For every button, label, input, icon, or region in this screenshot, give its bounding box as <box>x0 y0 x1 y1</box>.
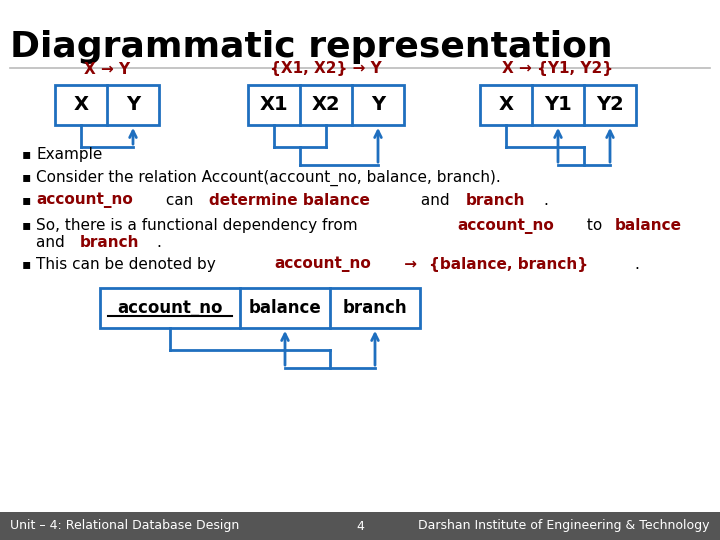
Text: .: . <box>634 257 639 272</box>
Text: ▪: ▪ <box>22 147 32 161</box>
Text: ▪: ▪ <box>22 193 32 207</box>
Text: can: can <box>161 193 198 208</box>
Text: .: . <box>156 235 161 250</box>
Text: Y1: Y1 <box>544 96 572 114</box>
FancyBboxPatch shape <box>248 85 404 125</box>
Text: Y: Y <box>126 96 140 114</box>
Text: {balance, branch}: {balance, branch} <box>429 257 588 272</box>
Text: ▪: ▪ <box>22 257 32 271</box>
Text: Y: Y <box>371 96 385 114</box>
Text: branch: branch <box>343 299 408 317</box>
Text: Consider the relation Account(account_no, balance, branch).: Consider the relation Account(account_no… <box>36 170 500 186</box>
FancyBboxPatch shape <box>0 512 720 540</box>
Text: 4: 4 <box>356 519 364 532</box>
Text: X1: X1 <box>260 96 288 114</box>
Text: Example: Example <box>36 147 102 162</box>
Text: .: . <box>543 193 548 208</box>
Text: This can be denoted by: This can be denoted by <box>36 257 220 272</box>
Text: X → Y: X → Y <box>84 62 130 77</box>
Text: branch: branch <box>79 235 139 250</box>
Text: ▪: ▪ <box>22 170 32 184</box>
Text: Diagrammatic representation: Diagrammatic representation <box>10 30 613 64</box>
Text: ▪: ▪ <box>22 218 32 232</box>
Text: X2: X2 <box>312 96 341 114</box>
FancyBboxPatch shape <box>55 85 159 125</box>
Text: account_no: account_no <box>457 218 554 233</box>
Text: Darshan Institute of Engineering & Technology: Darshan Institute of Engineering & Techn… <box>418 519 710 532</box>
Text: X: X <box>498 96 513 114</box>
FancyBboxPatch shape <box>100 288 420 328</box>
Text: Unit – 4: Relational Database Design: Unit – 4: Relational Database Design <box>10 519 239 532</box>
Text: Y2: Y2 <box>596 96 624 114</box>
Text: determine balance: determine balance <box>209 193 370 208</box>
Text: X: X <box>73 96 89 114</box>
Text: balance: balance <box>248 299 321 317</box>
Text: to: to <box>582 218 607 233</box>
Text: {X1, X2} → Y: {X1, X2} → Y <box>270 62 382 77</box>
FancyBboxPatch shape <box>480 85 636 125</box>
Text: balance: balance <box>615 218 682 233</box>
Text: branch: branch <box>466 193 526 208</box>
Text: account_no: account_no <box>274 257 371 273</box>
Text: X → {Y1, Y2}: X → {Y1, Y2} <box>503 62 613 77</box>
Text: So, there is a functional dependency from: So, there is a functional dependency fro… <box>36 218 362 233</box>
Text: account_no: account_no <box>117 299 222 317</box>
Text: and: and <box>36 235 70 250</box>
Text: →: → <box>399 257 423 272</box>
Text: account_no: account_no <box>36 193 132 208</box>
Text: and: and <box>416 193 455 208</box>
